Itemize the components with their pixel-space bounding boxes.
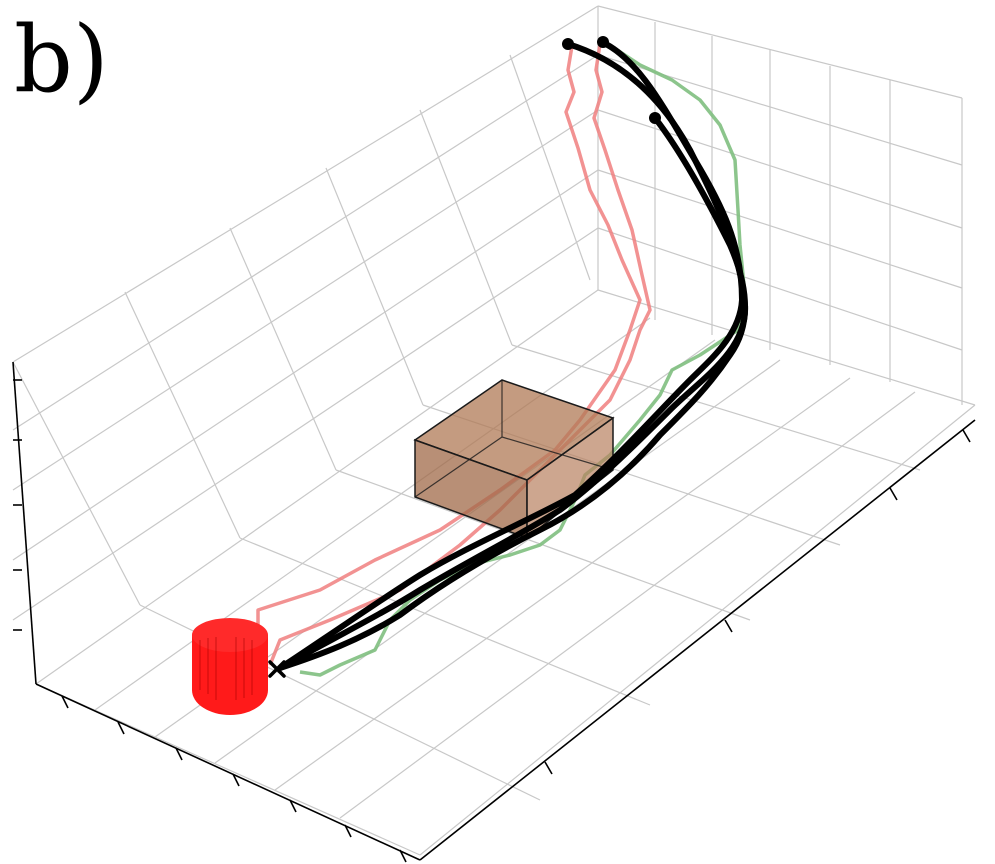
axes: [12, 361, 976, 863]
panel-label: b): [14, 6, 109, 113]
start-dot-1: [562, 38, 574, 50]
z-axis-ticks: [13, 379, 22, 631]
black-trajectory-3: [277, 115, 749, 671]
x-axis: [35, 683, 421, 861]
z-axis: [12, 361, 37, 685]
black-trajectory-2: [277, 39, 745, 671]
right-wall-grid: [597, 22, 976, 406]
end-x-marker: [268, 660, 286, 678]
start-dot-3: [649, 112, 661, 124]
red-trajectory-1: [256, 45, 642, 660]
cylinder-top: [192, 618, 268, 652]
back-wall-grid: [12, 5, 963, 621]
obstacle-box: [413, 379, 615, 540]
y-axis-ticks: [544, 429, 971, 775]
black-trajectories: [277, 39, 749, 671]
start-markers: [562, 36, 661, 124]
start-dot-2: [597, 36, 609, 48]
floor-grid: [35, 289, 976, 856]
y-axis: [419, 419, 976, 861]
green-trajectories: [299, 42, 747, 677]
target-cylinder: [192, 618, 268, 715]
green-trajectory-1: [299, 42, 747, 677]
x-axis-ticks: [61, 695, 407, 863]
